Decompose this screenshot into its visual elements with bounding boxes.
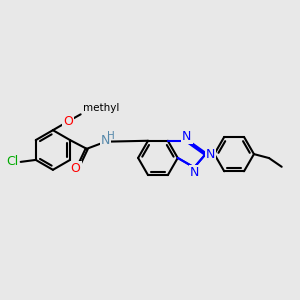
Text: methyl: methyl: [82, 103, 119, 113]
Text: O: O: [71, 162, 81, 175]
Text: N: N: [182, 130, 191, 142]
Text: N: N: [101, 134, 110, 147]
Text: N: N: [206, 148, 215, 160]
Text: Cl: Cl: [6, 155, 18, 168]
Text: H: H: [107, 131, 115, 141]
Text: O: O: [63, 115, 73, 128]
Text: N: N: [190, 166, 199, 179]
